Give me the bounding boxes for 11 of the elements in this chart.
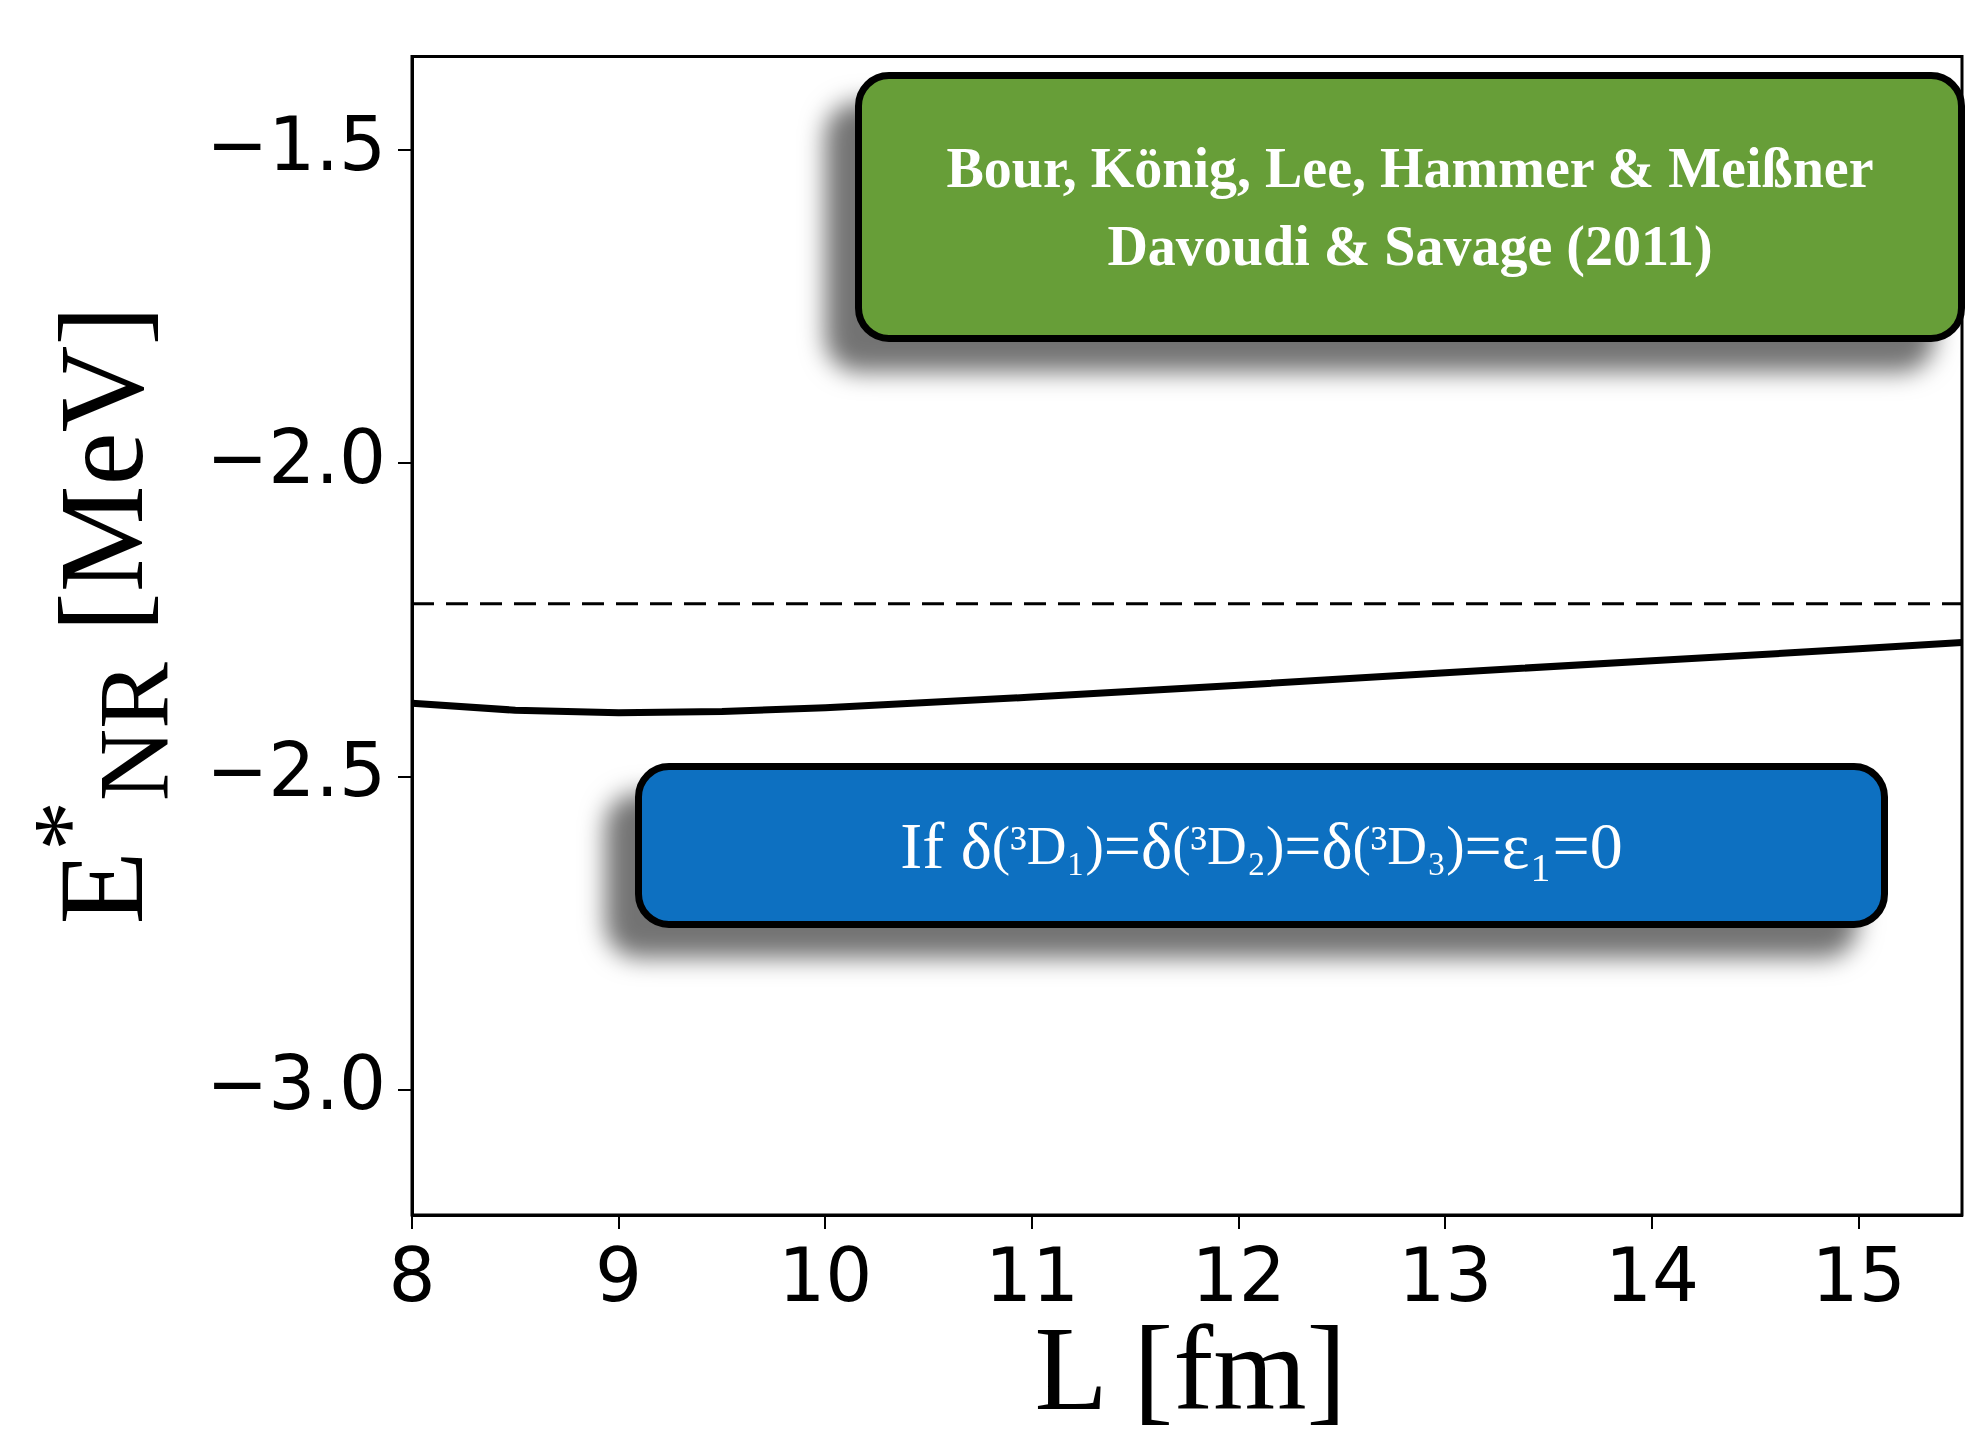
x-tick-label: 13 <box>1398 1231 1493 1318</box>
x-tick-label: 10 <box>778 1231 873 1318</box>
y-tick-label: −3.0 <box>206 1039 386 1126</box>
x-tick-label: 15 <box>1811 1231 1906 1318</box>
x-tick-label: 9 <box>595 1231 643 1318</box>
callout-box: Bour, König, Lee, Hammer & Meißner Davoudi & Savage (2011) <box>855 72 1965 342</box>
y-tick-label: −2.0 <box>206 413 386 500</box>
x-tick-label: 14 <box>1604 1231 1700 1318</box>
y-tick-label: −1.5 <box>206 100 386 187</box>
x-tick-label: 8 <box>388 1231 436 1318</box>
y-tick-label: −2.5 <box>206 726 386 813</box>
